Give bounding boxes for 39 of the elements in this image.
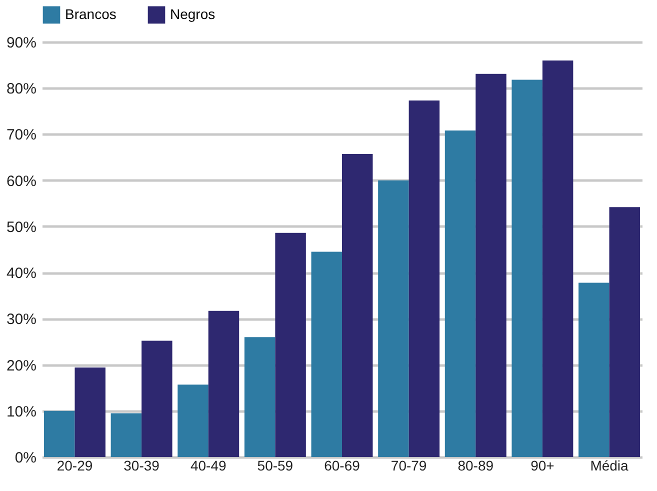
x-tick-label: 30-39 — [124, 458, 160, 474]
bar — [512, 80, 542, 457]
x-tick-label: 20-29 — [56, 458, 93, 474]
bar — [178, 384, 208, 457]
bar — [311, 252, 342, 457]
bar — [244, 337, 276, 457]
bar — [74, 368, 106, 457]
y-tick-label: 60% — [6, 172, 36, 190]
y-tick-label: 0% — [14, 450, 36, 466]
bar — [444, 130, 476, 457]
y-tick-label: 30% — [6, 311, 36, 328]
y-tick-label: 10% — [6, 403, 36, 420]
bar — [476, 74, 506, 457]
bar — [275, 232, 306, 457]
legend-label: Negros — [170, 6, 216, 22]
y-tick-label: 20% — [6, 357, 36, 374]
legend-label: Brancos — [65, 6, 116, 22]
y-tick-label: 50% — [6, 218, 36, 236]
bar — [578, 282, 610, 457]
x-tick-label: Média — [590, 458, 629, 474]
bar — [44, 410, 75, 457]
x-tick-label: 40-49 — [190, 458, 226, 474]
bar — [542, 60, 574, 457]
bar — [378, 180, 409, 457]
x-tick-label: 80-89 — [458, 458, 494, 474]
y-tick-label: 90% — [6, 34, 36, 52]
bar — [142, 340, 172, 457]
x-tick-label: 70-79 — [390, 458, 427, 474]
bar — [342, 154, 373, 457]
y-tick-label: 40% — [6, 265, 36, 282]
bar — [609, 207, 640, 457]
x-tick-label: 50-59 — [257, 458, 294, 474]
bar — [110, 413, 142, 457]
y-tick-label: 80% — [6, 80, 36, 98]
y-tick-label: 70% — [6, 126, 36, 144]
x-tick-label: 90+ — [530, 458, 554, 474]
x-tick-label: 60-69 — [324, 458, 360, 474]
bar — [408, 100, 440, 457]
bar — [208, 310, 240, 457]
